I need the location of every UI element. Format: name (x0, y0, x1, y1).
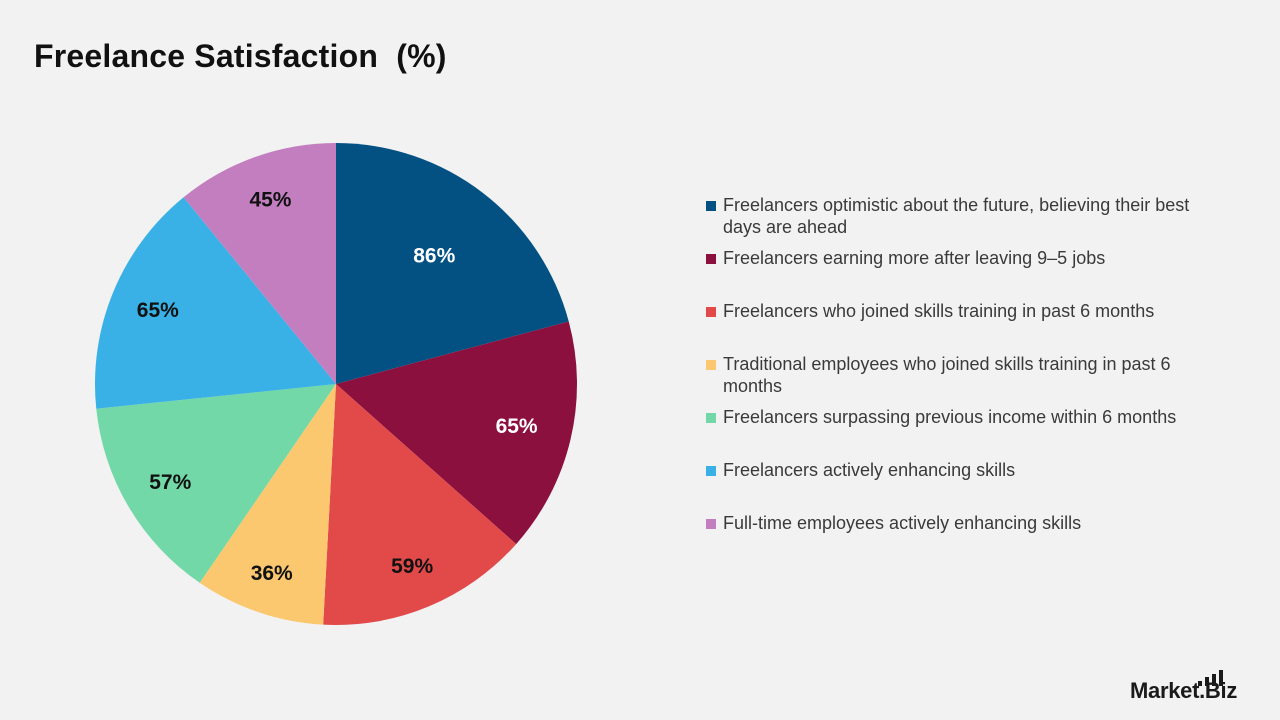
legend-item-1: Freelancers optimistic about the future,… (706, 194, 1198, 238)
brand-name: Market.Biz (1130, 678, 1238, 703)
legend-item-6: Freelancers actively enhancing skills (706, 459, 1198, 481)
legend-label: Freelancers optimistic about the future,… (723, 195, 1190, 237)
legend-item-5: Freelancers surpassing previous income w… (706, 406, 1198, 428)
legend-swatch (706, 201, 716, 211)
pie-slice-label-4: 36% (251, 562, 293, 585)
bar-chart-icon (1198, 670, 1234, 686)
legend-label: Freelancers earning more after leaving 9… (723, 248, 1106, 268)
legend-item-3: Freelancers who joined skills training i… (706, 300, 1198, 322)
chart-title: Freelance Satisfaction (%) (34, 38, 447, 74)
legend-swatch (706, 413, 716, 423)
pie-slice-label-3: 59% (391, 555, 433, 578)
legend-item-2: Freelancers earning more after leaving 9… (706, 247, 1198, 269)
pie-slice-label-7: 45% (249, 189, 291, 212)
pie-slice-6 (95, 197, 336, 409)
legend-label: Freelancers actively enhancing skills (723, 460, 1016, 480)
pie-slice-3 (323, 384, 517, 626)
pie-slice-label-1: 86% (413, 244, 455, 267)
pie-slice-5 (96, 384, 336, 583)
legend-item-7: Full-time employees actively enhancing s… (706, 512, 1198, 534)
pie-slice-label-5: 57% (149, 471, 191, 494)
legend-swatch (706, 307, 716, 317)
pie-slice-7 (183, 143, 336, 384)
legend-label: Full-time employees actively enhancing s… (723, 513, 1082, 533)
legend-swatch (706, 519, 716, 529)
legend-label: Freelancers surpassing previous income w… (723, 407, 1177, 427)
legend-label: Traditional employees who joined skills … (723, 354, 1171, 396)
legend-label: Freelancers who joined skills training i… (723, 301, 1155, 321)
legend-item-4: Traditional employees who joined skills … (706, 353, 1198, 397)
legend-swatch (706, 466, 716, 476)
brand-logo: Market.Biz (1130, 668, 1265, 708)
pie-slice-label-2: 65% (496, 415, 538, 438)
pie-slice-2 (336, 321, 577, 545)
legend-swatch (706, 254, 716, 264)
pie-slice-1 (336, 143, 569, 384)
pie-slice-label-6: 65% (137, 299, 179, 322)
legend-swatch (706, 360, 716, 370)
pie-slice-4 (199, 384, 336, 625)
